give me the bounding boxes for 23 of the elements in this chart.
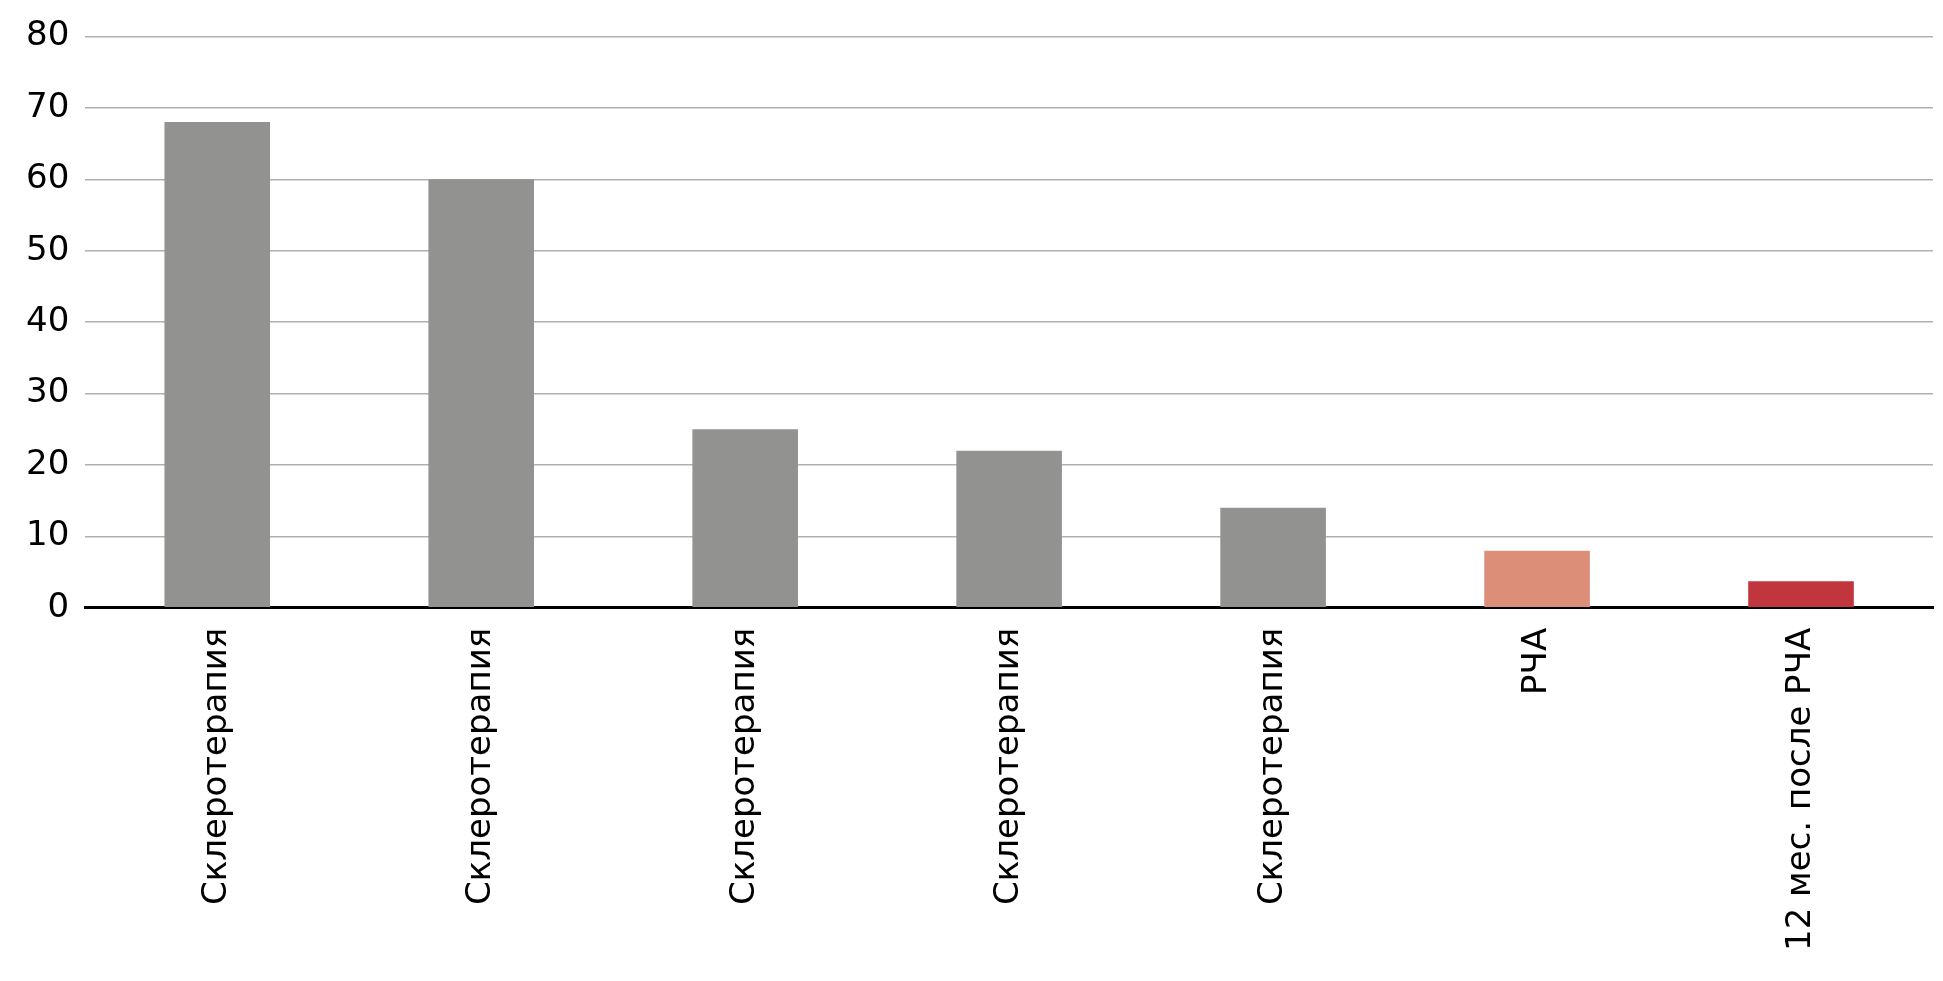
- bar: [428, 179, 534, 608]
- x-tick-label: Склеротерапия: [194, 627, 235, 906]
- bar: [956, 450, 1062, 608]
- x-tick-label: Склеротерапия: [458, 627, 499, 906]
- bar: [1748, 581, 1854, 608]
- x-tick-label: Склеротерапия: [722, 627, 762, 906]
- y-tick-label: 70: [26, 84, 70, 125]
- bar: [1484, 550, 1590, 608]
- y-tick-label: 80: [26, 13, 70, 54]
- bar: [164, 122, 271, 608]
- y-tick-label: 40: [26, 298, 70, 339]
- x-tick-label: Склеротерапия: [1249, 627, 1290, 906]
- y-tick-label: 30: [26, 370, 70, 411]
- y-tick-label: 60: [26, 156, 70, 197]
- x-tick-label: РЧА: [1513, 627, 1554, 695]
- y-tick-label: 10: [26, 513, 70, 554]
- y-tick-label: 20: [26, 441, 70, 482]
- x-tick-label: Склеротерапия: [985, 627, 1026, 906]
- bar: [1220, 507, 1326, 608]
- y-tick-label: 0: [47, 584, 70, 625]
- bar: [692, 429, 798, 608]
- x-tick-label: 12 мес. после РЧА: [1777, 627, 1818, 951]
- y-tick-label: 50: [26, 227, 70, 268]
